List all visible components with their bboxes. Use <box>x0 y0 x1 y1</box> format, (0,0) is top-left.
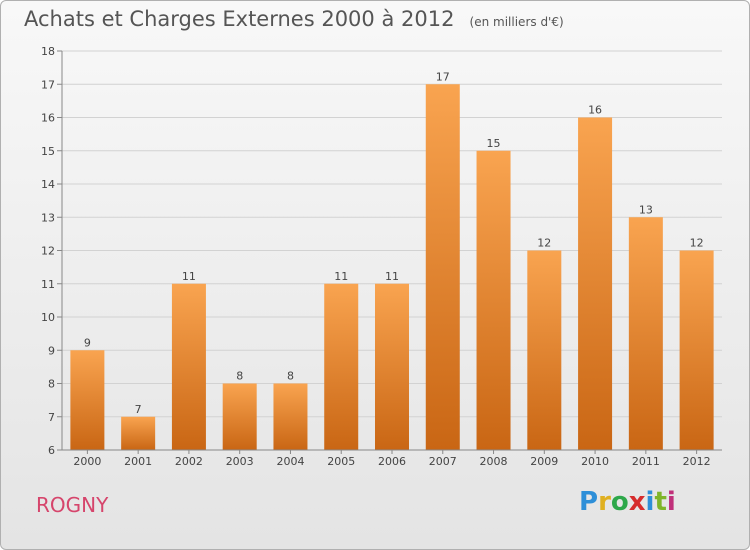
bar <box>476 150 511 450</box>
bar-value-label: 16 <box>588 104 602 117</box>
bar-value-label: 13 <box>639 203 653 216</box>
axes: 6 7 8 9 10 11 12 13 14 15 16 17 18 2000 2001 2002 2003 20… <box>41 45 722 468</box>
bar-value-label: 17 <box>436 70 450 83</box>
x-tick-label: 2006 <box>378 455 406 468</box>
y-tick-label: 12 <box>41 245 55 258</box>
bar <box>679 250 714 450</box>
x-tick-label: 2008 <box>480 455 508 468</box>
proxiti-logo: Proxiti <box>579 487 676 517</box>
commune-name: ROGNY <box>36 493 109 517</box>
x-tick-label: 2012 <box>683 455 711 468</box>
bar <box>324 283 359 450</box>
bar-value-label: 11 <box>334 270 348 283</box>
bar <box>375 283 409 450</box>
x-tick-label: 2005 <box>327 455 355 468</box>
y-tick-label: 15 <box>41 145 55 158</box>
bars: 9 7 11 8 8 11 11 17 15 12 16 13 12 <box>70 70 714 450</box>
bar-value-label: 15 <box>487 137 501 150</box>
bar-value-label: 8 <box>236 370 243 383</box>
bar-value-label: 12 <box>537 237 551 250</box>
x-tick-label: 2007 <box>429 455 457 468</box>
chart-title: Achats et Charges Externes 2000 à 2012 (… <box>24 7 564 31</box>
logo-letter: P <box>579 487 599 517</box>
x-tick-label: 2000 <box>73 455 101 468</box>
bar-value-label: 11 <box>385 270 399 283</box>
y-tick-label: 16 <box>41 112 55 125</box>
y-tick-label: 11 <box>41 278 55 291</box>
bar <box>628 217 663 450</box>
chart-title-main: Achats et Charges Externes 2000 à 2012 <box>24 7 455 31</box>
y-tick-label: 6 <box>48 444 55 457</box>
bar <box>171 283 206 450</box>
bar-value-label: 7 <box>135 403 142 416</box>
x-tick-label: 2004 <box>276 455 304 468</box>
bar <box>121 416 156 450</box>
logo-letter: i <box>645 487 655 517</box>
logo-letter: o <box>610 487 629 517</box>
y-tick-label: 17 <box>41 78 55 91</box>
bar-value-label: 12 <box>690 237 704 250</box>
x-tick-label: 2003 <box>226 455 254 468</box>
logo-letter: t <box>654 487 667 517</box>
y-tick-label: 9 <box>48 344 55 357</box>
x-tick-label: 2011 <box>632 455 660 468</box>
y-tick-label: 13 <box>41 211 55 224</box>
x-tick-label: 2001 <box>124 455 152 468</box>
bar-value-label: 8 <box>287 370 294 383</box>
bar <box>222 383 257 450</box>
bar <box>70 350 105 450</box>
x-tick-label: 2002 <box>175 455 203 468</box>
bar <box>425 84 460 450</box>
logo-letter: i <box>666 487 676 517</box>
bar <box>527 250 562 450</box>
y-tick-label: 7 <box>48 411 55 424</box>
bar <box>578 117 613 450</box>
y-tick-label: 18 <box>41 45 55 58</box>
logo-letter: r <box>598 487 611 517</box>
bar-value-label: 11 <box>182 270 196 283</box>
x-tick-label: 2009 <box>530 455 558 468</box>
bar <box>273 383 308 450</box>
logo-letter: x <box>628 487 646 517</box>
x-tick-label: 2010 <box>581 455 609 468</box>
bar-value-label: 9 <box>84 336 91 349</box>
y-tick-label: 14 <box>41 178 55 191</box>
y-tick-label: 10 <box>41 311 55 324</box>
chart-title-unit: (en milliers d'€) <box>469 15 564 29</box>
y-tick-label: 8 <box>48 378 55 391</box>
